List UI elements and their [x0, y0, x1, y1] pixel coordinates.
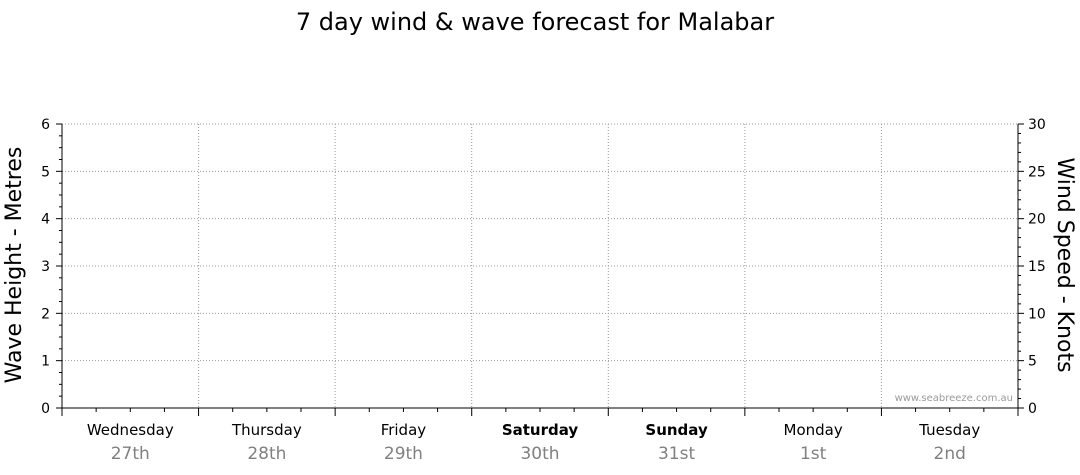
left-tick-label-4: 4: [41, 212, 50, 228]
left-tick-label-5: 5: [41, 164, 50, 180]
right-axis-tick-labels: 0 5 10 15 20 25 30: [1028, 117, 1046, 417]
day-date-label-3: 30th: [520, 444, 559, 464]
day-labels: Wednesday 27th Thursday 28th Friday 29th Satur…: [87, 421, 980, 464]
day-date-label-2: 29th: [384, 444, 423, 464]
day-name-label-2: Friday: [381, 421, 427, 439]
left-tick-label-3: 3: [41, 259, 50, 275]
day-date-label-6: 2nd: [934, 444, 966, 464]
watermark-text: www.seabreeze.com.au: [895, 393, 1013, 404]
day-name-label-1: Thursday: [231, 421, 302, 439]
axes: [56, 123, 1024, 416]
right-tick-label-6: 30: [1028, 117, 1046, 133]
right-axis-title: Wind Speed - Knots: [1052, 157, 1077, 372]
right-tick-label-5: 25: [1028, 164, 1046, 180]
right-tick-label-4: 20: [1028, 212, 1046, 228]
right-tick-label-0: 0: [1028, 401, 1037, 417]
right-tick-label-3: 15: [1028, 259, 1046, 275]
day-name-label-5: Monday: [784, 421, 843, 439]
left-tick-label-1: 1: [41, 354, 50, 370]
day-name-label-3: Saturday: [502, 421, 579, 439]
left-tick-label-0: 0: [41, 401, 50, 417]
left-tick-label-2: 2: [41, 306, 50, 322]
day-date-label-4: 31st: [658, 444, 695, 464]
left-axis-title: Wave Height - Metres: [2, 147, 27, 384]
day-name-label-4: Sunday: [645, 421, 708, 439]
day-date-label-0: 27th: [111, 444, 150, 464]
right-tick-label-2: 10: [1028, 306, 1046, 322]
chart-title: 7 day wind & wave forecast for Malabar: [296, 8, 774, 36]
day-date-label-1: 28th: [247, 444, 286, 464]
left-tick-label-6: 6: [41, 117, 50, 133]
grid-lines: [62, 123, 1018, 408]
day-name-label-0: Wednesday: [87, 421, 174, 439]
day-date-label-5: 1st: [800, 444, 827, 464]
left-axis-tick-labels: 0 1 2 3 4 5 6: [41, 117, 50, 417]
right-tick-label-1: 5: [1028, 354, 1037, 370]
day-name-label-6: Tuesday: [918, 421, 980, 439]
